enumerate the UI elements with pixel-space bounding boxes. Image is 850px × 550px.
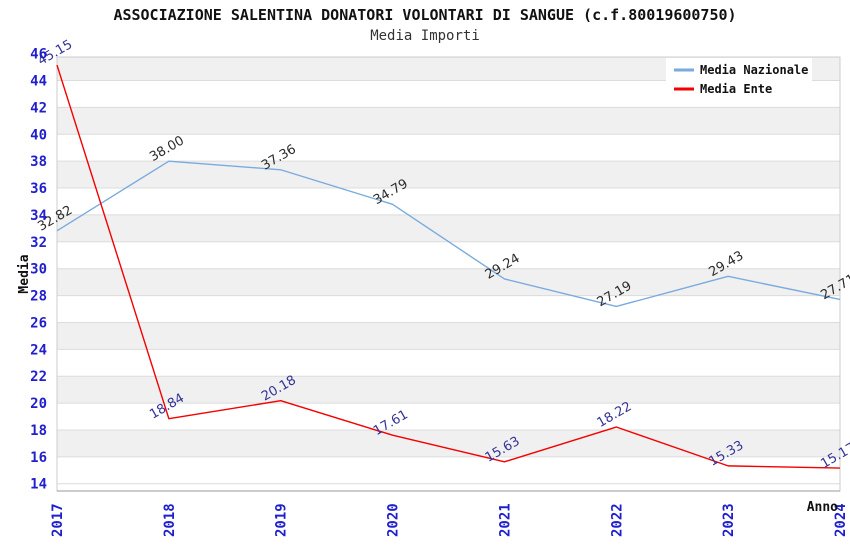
background-band: [57, 268, 840, 296]
y-tick-label: 46: [30, 47, 47, 63]
x-axis-ticks: 2017 2018 2019 2020 2021 2022 2023 2024: [50, 503, 849, 537]
x-tick-label: 2021: [497, 503, 513, 537]
x-tick-label: 2017: [50, 503, 66, 537]
legend-label-media-nazionale: Media Nazionale: [700, 63, 808, 77]
y-tick-label: 36: [30, 181, 47, 197]
y-tick-label: 22: [30, 369, 47, 385]
series-line-0: [56, 160, 841, 308]
y-tick-label: 44: [30, 74, 47, 90]
background-band: [57, 295, 840, 323]
y-tick-label: 16: [30, 450, 47, 466]
chart-title: ASSOCIAZIONE SALENTINA DONATORI VOLONTAR…: [113, 6, 736, 24]
background-band: [57, 57, 840, 81]
y-tick-label: 28: [30, 289, 47, 305]
legend: Media Nazionale Media Ente: [666, 58, 812, 102]
y-tick-label: 42: [30, 100, 47, 116]
y-axis-ticks: 14 16 18 20 22 24 26 28 30 32 34 36 38 40 42 44 46: [30, 47, 47, 493]
y-tick-label: 40: [30, 127, 47, 143]
background-band: [57, 214, 840, 242]
background-band: [57, 403, 840, 430]
series-lines: [56, 64, 841, 469]
y-tick-label: 20: [30, 396, 47, 412]
series-line-1: [56, 64, 841, 469]
y-tick-label: 32: [30, 235, 47, 251]
background-band: [57, 161, 840, 189]
chart-subtitle: Media Importi: [370, 28, 480, 44]
y-axis-title: Media: [17, 254, 32, 293]
plot-border: [56, 56, 841, 492]
x-axis-title: Anno: [807, 500, 838, 515]
y-tick-label: 24: [30, 342, 47, 358]
y-tick-label: 26: [30, 315, 47, 331]
y-tick-label: 18: [30, 423, 47, 439]
background-band: [57, 429, 840, 457]
background-band: [57, 188, 840, 215]
x-tick-label: 2019: [274, 503, 290, 537]
background-band: [57, 456, 840, 484]
background-band: [57, 376, 840, 404]
x-tick-label: 2024: [833, 503, 849, 537]
y-tick-label: 34: [30, 208, 47, 224]
background-band: [57, 322, 840, 350]
y-tick-label: 14: [30, 477, 47, 493]
x-tick-label: 2022: [609, 503, 625, 537]
background-band: [57, 134, 840, 162]
background-band: [57, 349, 840, 377]
plot-background-bands: [57, 57, 840, 484]
legend-background: [666, 58, 812, 102]
x-tick-label: 2020: [386, 503, 402, 537]
x-tick-label: 2018: [162, 503, 178, 537]
y-tick-label: 38: [30, 154, 47, 170]
x-tick-label: 2023: [721, 503, 737, 537]
y-tick-label: 30: [30, 262, 47, 278]
background-band: [57, 107, 840, 135]
background-band: [57, 241, 840, 269]
legend-label-media-ente: Media Ente: [700, 82, 772, 96]
